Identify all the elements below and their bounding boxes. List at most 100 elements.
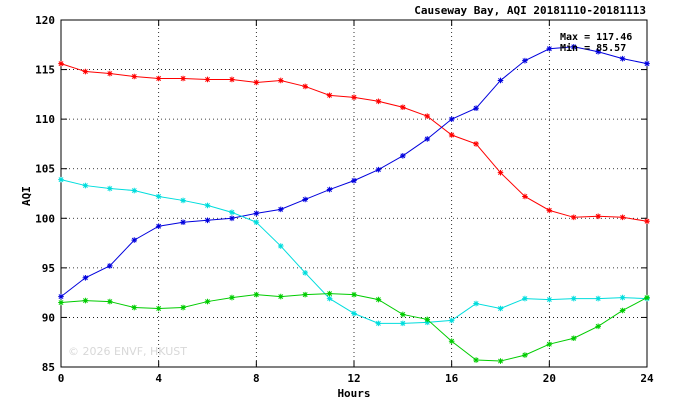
data-point — [522, 295, 528, 302]
data-point — [253, 79, 260, 86]
data-point — [522, 352, 528, 358]
data-point — [326, 295, 333, 302]
data-point — [497, 77, 504, 84]
data-point — [155, 305, 162, 312]
data-point — [400, 320, 406, 327]
data-point — [155, 193, 162, 200]
data-point — [619, 55, 626, 62]
data-point — [473, 300, 479, 307]
data-point — [82, 68, 89, 75]
data-point — [570, 214, 577, 221]
data-point — [644, 294, 650, 301]
data-point — [131, 187, 138, 194]
y-tick-label: 85 — [42, 361, 55, 374]
data-point — [82, 274, 89, 281]
data-point — [570, 335, 577, 342]
data-point — [351, 177, 357, 184]
data-point — [595, 213, 601, 220]
y-tick-label: 120 — [35, 14, 55, 27]
data-point — [497, 169, 504, 176]
data-point — [595, 295, 601, 302]
data-point — [229, 294, 235, 301]
data-point — [619, 294, 626, 301]
series-4 — [58, 290, 650, 364]
chart-title: Causeway Bay, AQI 20181110-20181113 — [414, 4, 646, 17]
data-point — [375, 98, 382, 105]
data-point — [400, 153, 406, 159]
y-tick-label: 115 — [35, 64, 55, 77]
y-tick-label: 105 — [35, 163, 55, 176]
x-tick-label: 20 — [543, 372, 556, 385]
data-point — [375, 296, 382, 303]
data-series — [58, 43, 650, 364]
data-point — [253, 291, 260, 298]
data-point — [522, 57, 528, 64]
data-point — [619, 307, 626, 314]
data-point — [424, 319, 431, 326]
y-tick-label: 100 — [35, 212, 55, 225]
data-point — [131, 304, 138, 311]
data-point — [58, 60, 64, 67]
data-point — [131, 73, 138, 80]
data-point — [595, 323, 601, 330]
watermark: © 2026 ENVF, HKUST — [68, 345, 187, 358]
data-point — [277, 77, 284, 84]
data-point — [277, 293, 284, 300]
data-point — [107, 263, 113, 269]
data-point — [351, 310, 357, 317]
data-point — [180, 219, 186, 226]
data-point — [448, 132, 455, 138]
data-point — [204, 298, 211, 305]
series-2 — [58, 43, 650, 300]
data-point — [375, 320, 382, 327]
y-tick-label: 95 — [42, 262, 55, 275]
data-point — [155, 223, 162, 230]
data-point — [351, 94, 357, 101]
data-point — [424, 136, 431, 142]
series-line — [60, 63, 648, 222]
data-point — [570, 43, 577, 50]
x-tick-label: 4 — [155, 372, 162, 385]
data-point — [448, 338, 455, 345]
data-point — [107, 70, 113, 77]
data-point — [229, 76, 235, 83]
x-tick-label: 24 — [640, 372, 654, 385]
data-point — [473, 357, 479, 363]
data-point — [253, 210, 260, 217]
min-label: Min = 85.57 — [560, 42, 626, 54]
data-point — [424, 113, 431, 119]
data-point — [253, 219, 260, 226]
axis-ticks: 0 4 8 12 16 20 24 85 90 95 100 105 110 115 120 — [35, 14, 654, 385]
data-point — [448, 116, 455, 122]
x-tick-label: 0 — [58, 372, 65, 385]
data-point — [180, 197, 186, 204]
data-point — [375, 166, 382, 173]
data-point — [204, 217, 211, 224]
data-point — [302, 196, 308, 203]
x-tick-label: 8 — [253, 372, 260, 385]
data-point — [473, 141, 479, 147]
data-point — [107, 298, 113, 305]
series-1 — [58, 60, 650, 225]
y-tick-label: 90 — [42, 311, 55, 324]
data-point — [546, 341, 553, 347]
data-point — [180, 304, 186, 311]
data-point — [155, 75, 162, 82]
data-point — [448, 317, 455, 324]
data-point — [400, 311, 406, 318]
data-point — [131, 237, 138, 243]
x-tick-label: 16 — [445, 372, 459, 385]
x-axis-label: Hours — [337, 387, 370, 400]
data-point — [400, 104, 406, 111]
y-axis-label: AQI — [20, 186, 33, 206]
data-point — [58, 176, 64, 183]
max-label: Max = 117.46 — [560, 32, 632, 43]
data-point — [619, 214, 626, 221]
series-line — [60, 179, 648, 324]
data-point — [302, 83, 308, 90]
data-point — [351, 291, 357, 298]
data-point — [58, 293, 64, 300]
data-point — [522, 193, 528, 200]
data-point — [644, 218, 650, 225]
